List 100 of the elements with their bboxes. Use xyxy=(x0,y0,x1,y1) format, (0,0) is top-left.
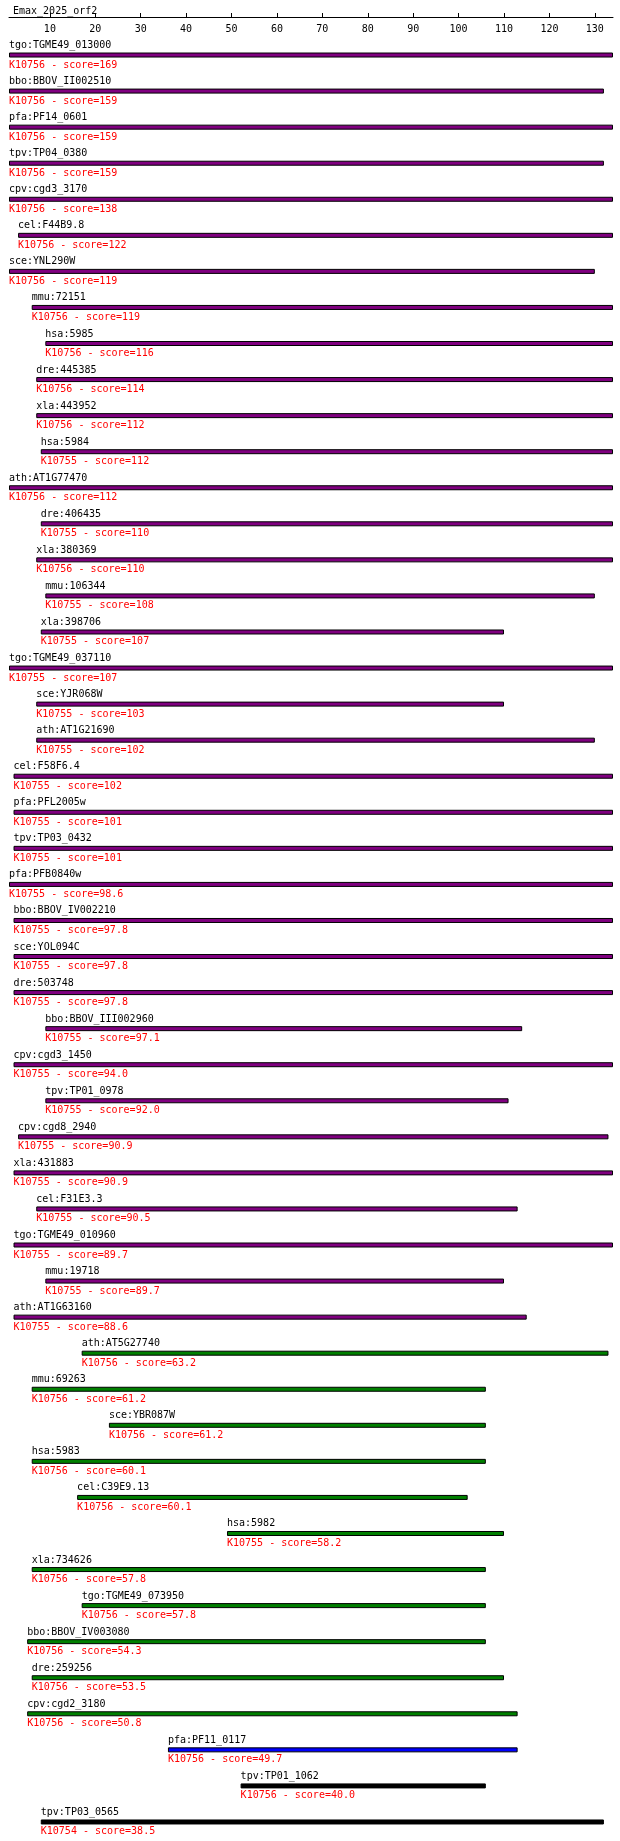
annotation: K10754 - score=38.5 xyxy=(40,1825,156,1837)
annotation: K10755 - score=90.9 xyxy=(13,1176,128,1188)
annotation: K10756 - score=112 xyxy=(36,419,145,431)
annotation: K10755 - score=92.0 xyxy=(45,1104,160,1116)
x-tick-label: 50 xyxy=(225,22,238,34)
y-tick-label: bbo:BBOV_III002960 xyxy=(45,1012,154,1025)
y-tick-label: hsa:5984 xyxy=(40,435,89,447)
bar xyxy=(18,1134,609,1140)
x-tick-label: 60 xyxy=(270,22,283,34)
annotation: K10755 - score=107 xyxy=(9,671,118,683)
annotation: K10756 - score=119 xyxy=(31,310,141,322)
y-tick-label: pfa:PFB0840w xyxy=(9,868,83,880)
y-tick-label: cel:F44B9.8 xyxy=(18,219,85,231)
annotation: K10755 - score=89.7 xyxy=(45,1284,160,1296)
bar xyxy=(36,701,505,707)
chart-title: Emax_2025_orf2 xyxy=(13,4,98,17)
annotation: K10756 - score=122 xyxy=(18,238,127,250)
annotation: K10756 - score=57.8 xyxy=(31,1573,147,1585)
x-tick-label: 110 xyxy=(494,22,514,34)
annotation: K10756 - score=119 xyxy=(9,274,118,286)
bar xyxy=(81,1350,609,1356)
bar xyxy=(9,124,613,130)
annotation: K10755 - score=110 xyxy=(40,527,150,539)
bar xyxy=(40,1819,604,1825)
bar xyxy=(13,1062,613,1068)
bar xyxy=(31,304,613,310)
bar xyxy=(13,990,613,996)
x-tick-label: 30 xyxy=(134,22,147,34)
bar xyxy=(31,1386,486,1392)
y-tick-label: bbo:BBOV_IV002210 xyxy=(13,904,116,917)
annotation: K10755 - score=102 xyxy=(36,743,145,755)
annotation: K10756 - score=54.3 xyxy=(27,1645,142,1657)
annotation: K10755 - score=89.7 xyxy=(13,1248,128,1260)
annotation: K10755 - score=58.2 xyxy=(226,1536,342,1548)
annotation: K10755 - score=101 xyxy=(13,851,122,863)
annotation: K10755 - score=107 xyxy=(40,635,150,647)
bar xyxy=(40,629,505,635)
bar xyxy=(31,1458,486,1464)
x-tick-label: 100 xyxy=(449,22,468,34)
y-tick-label: tpv:TP01_0978 xyxy=(45,1084,124,1097)
y-tick-label: sce:YJR068W xyxy=(36,688,104,700)
bar xyxy=(77,1494,468,1500)
annotation: K10756 - score=138 xyxy=(9,202,118,214)
y-tick-label: cel:C39E9.13 xyxy=(77,1481,150,1493)
y-tick-label: xla:431883 xyxy=(13,1156,74,1168)
y-tick-label: tgo:TGME49_073950 xyxy=(81,1589,185,1602)
bar xyxy=(45,341,613,347)
y-tick-label: sce:YOL094C xyxy=(13,940,80,952)
y-tick-label: dre:445385 xyxy=(36,363,97,375)
bar xyxy=(40,449,613,455)
annotation: K10755 - score=103 xyxy=(36,707,145,719)
annotation: K10756 - score=112 xyxy=(9,491,118,503)
bar xyxy=(40,521,613,527)
annotation: K10756 - score=116 xyxy=(45,347,154,359)
bar xyxy=(45,593,595,599)
y-tick-label: mmu:69263 xyxy=(31,1373,86,1385)
annotation: K10756 - score=57.8 xyxy=(81,1609,197,1621)
bar xyxy=(31,1567,486,1573)
bar xyxy=(9,881,613,887)
bar xyxy=(81,1603,486,1609)
bar xyxy=(36,413,613,419)
y-tick-label: xla:398706 xyxy=(40,615,102,627)
annotation: K10755 - score=98.6 xyxy=(9,887,124,899)
y-tick-label: dre:259256 xyxy=(31,1661,92,1673)
bar xyxy=(45,1278,505,1284)
bar xyxy=(18,232,613,238)
bar xyxy=(13,1242,613,1248)
y-tick-label: bbo:BBOV_II002510 xyxy=(9,75,112,88)
bar xyxy=(9,268,595,274)
annotation: K10756 - score=60.1 xyxy=(77,1500,192,1512)
y-tick-label: cpv:cgd3_3170 xyxy=(9,183,88,196)
bar xyxy=(36,557,613,563)
bar xyxy=(45,1098,509,1104)
annotation: K10756 - score=63.2 xyxy=(81,1356,197,1368)
bar xyxy=(9,196,613,202)
bar xyxy=(226,1530,505,1536)
x-tick-label: 120 xyxy=(540,22,559,34)
y-tick-label: ath:AT1G77470 xyxy=(9,471,88,483)
bar xyxy=(9,52,613,58)
annotation: K10755 - score=108 xyxy=(45,599,154,611)
bar xyxy=(9,665,613,671)
annotation: K10756 - score=61.2 xyxy=(31,1392,147,1404)
y-tick-label: tpv:TP01_1062 xyxy=(240,1769,319,1782)
y-tick-label: pfa:PF14_0601 xyxy=(9,111,88,124)
y-tick-label: tgo:TGME49_010960 xyxy=(13,1229,116,1242)
annotation: K10755 - score=102 xyxy=(13,779,122,791)
annotation: K10756 - score=114 xyxy=(36,383,145,395)
y-tick-label: mmu:106344 xyxy=(45,579,106,591)
bar xyxy=(167,1747,518,1753)
y-tick-label: xla:734626 xyxy=(31,1553,92,1565)
y-tick-label: pfa:PFL2005w xyxy=(13,796,87,808)
bar xyxy=(36,737,595,743)
annotation: K10756 - score=49.7 xyxy=(167,1753,283,1765)
y-tick-label: tpv:TP03_0432 xyxy=(13,832,92,845)
bar xyxy=(9,160,604,166)
x-tick-label: 130 xyxy=(585,22,604,34)
y-tick-label: sce:YNL290W xyxy=(9,255,77,267)
y-tick-label: tpv:TP03_0565 xyxy=(40,1805,120,1818)
y-tick-label: dre:503748 xyxy=(13,976,74,988)
y-tick-label: cpv:cgd2_3180 xyxy=(27,1697,106,1710)
